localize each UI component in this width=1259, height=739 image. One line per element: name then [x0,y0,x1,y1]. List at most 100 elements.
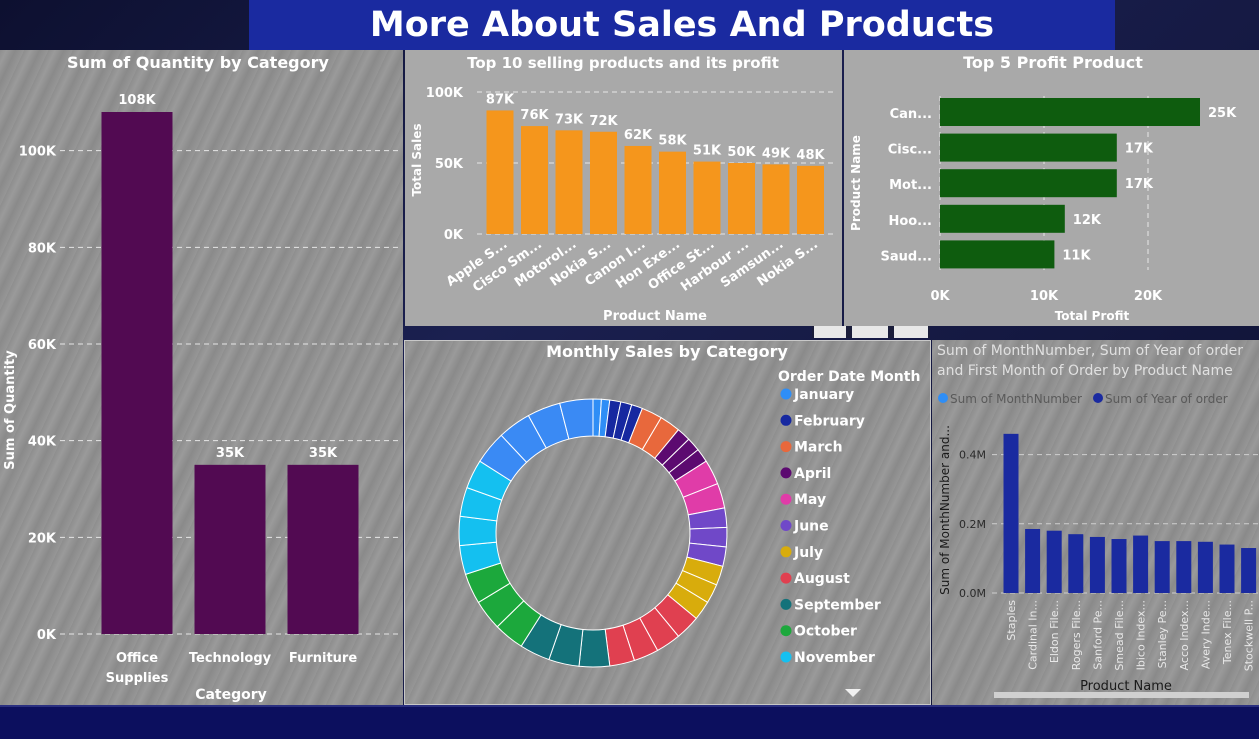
top5-profit-panel[interactable]: Top 5 Profit Product 25K 17K 17K 12K 11K Can… [844,50,1259,326]
legend-entry[interactable]: June [793,519,829,535]
x-tick-label: Supplies [106,671,169,686]
donut-segment[interactable] [559,398,594,440]
bar[interactable] [1154,541,1170,593]
bar[interactable] [940,204,1065,233]
y-axis-label: Total Sales [410,123,424,196]
data-label: 73K [555,112,584,127]
data-label: 87K [486,92,515,107]
legend-entry[interactable]: Sum of MonthNumber [950,392,1082,406]
bar[interactable] [1025,528,1041,593]
y-tick-label: 60K [28,338,57,353]
bar[interactable] [101,112,173,634]
monthnumber-panel[interactable]: Sum of MonthNumber, Sum of Year of order… [932,340,1259,705]
chart-title-line-1: Sum of MonthNumber, Sum of Year of order [937,343,1243,359]
legend-entry[interactable]: September [794,597,881,613]
bar[interactable] [1046,530,1062,593]
data-label: 108K [118,93,156,108]
top10-products-panel[interactable]: Top 10 selling products and its profit 0… [405,50,842,326]
scroll-down-icon[interactable] [845,689,861,697]
x-tick-label: Avery Inde... [1199,600,1212,669]
monthly-sales-panel[interactable]: Monthly Sales by Category Order Date Mon… [404,340,931,705]
bar[interactable] [940,240,1055,269]
y-tick-label: 0K [37,628,57,643]
x-tick-label: 0K [930,289,950,304]
bar[interactable] [940,169,1117,198]
bar[interactable] [728,163,755,234]
bar[interactable] [590,131,617,234]
monthly-sales-chart: Monthly Sales by Category Order Date Mon… [458,342,920,697]
y-axis-label: Product Name [849,135,863,231]
bar[interactable] [797,165,824,234]
focus-mode-icon[interactable] [852,326,888,338]
bar[interactable] [1197,541,1213,593]
x-axis-label: Category [195,687,267,703]
legend-marker [780,598,792,610]
legend-marker [780,388,792,400]
legend-entry[interactable]: November [794,650,875,666]
quantity-by-category-panel[interactable]: Sum of Quantity by Category 0K 20K 40K 60K 8… [0,50,403,705]
bar[interactable] [659,151,686,234]
legend-entry[interactable]: May [794,492,826,508]
x-tick-label: Furniture [289,651,357,666]
data-label: 11K [1062,248,1091,263]
bar[interactable] [1111,539,1127,593]
legend-entry[interactable]: August [794,571,850,587]
bar[interactable] [940,98,1200,126]
bar[interactable] [521,126,548,234]
top10-products-chart: Top 10 selling products and its profit 0… [410,54,835,324]
y-tick-label: 100K [426,86,464,101]
more-options-icon[interactable] [894,326,928,338]
legend-title: Order Date Month [778,369,920,385]
bar[interactable] [1003,433,1019,593]
legend-marker [780,572,792,584]
x-tick-label: Smead File... [1113,600,1126,671]
y-axis-label: Sum of Quantity [3,350,18,470]
filter-icon[interactable] [814,326,846,338]
legend-entry[interactable]: April [794,466,831,482]
x-axis-label: Total Profit [1055,309,1130,323]
legend-entry[interactable]: Sum of Year of order [1105,392,1228,406]
y-tick-label: Cisc... [888,143,932,158]
top5-profit-chart: Top 5 Profit Product 25K 17K 17K 12K 11K Can… [849,53,1237,323]
bar[interactable] [1176,541,1192,593]
bar[interactable] [287,464,359,634]
bar[interactable] [1133,535,1149,593]
legend-marker [780,546,792,558]
bar[interactable] [762,164,790,234]
chart-title: Top 10 selling products and its profit [467,54,779,72]
legend-marker [780,493,792,505]
bar[interactable] [1089,536,1105,593]
legend-entry[interactable]: July [793,545,823,561]
bar[interactable] [624,145,652,234]
data-label: 49K [762,146,791,161]
bar[interactable] [940,133,1117,162]
legend-entry[interactable]: February [794,413,865,429]
y-tick-label: 0.4M [959,449,986,462]
legend-entry[interactable]: October [794,624,857,640]
donut-segment[interactable] [578,628,611,668]
bar[interactable] [1219,544,1235,593]
x-tick-label: Technology [189,651,272,666]
bar[interactable] [194,464,266,634]
y-tick-label: 80K [28,241,57,256]
bar[interactable] [486,110,514,234]
y-tick-label: 40K [28,435,57,450]
bar[interactable] [693,161,721,234]
x-tick-label: Sanford Pe... [1091,600,1104,670]
legend-entry[interactable]: January [793,387,854,403]
legend-entry[interactable]: March [794,440,843,456]
y-tick-label: 0.0M [959,587,986,600]
data-label: 17K [1125,177,1154,192]
data-label: 50K [727,145,756,160]
data-label: 62K [624,128,653,143]
chart-title: Monthly Sales by Category [546,342,788,361]
bar[interactable] [555,130,583,234]
x-tick-label: 10K [1030,289,1059,304]
bar[interactable] [1241,548,1257,593]
y-tick-label: 50K [435,157,464,172]
y-tick-label: 0K [444,228,464,243]
bar[interactable] [1068,534,1084,593]
horizontal-scrollbar[interactable] [994,692,1249,698]
x-tick-label: Stanley Pe... [1156,600,1169,668]
data-label: 25K [1208,106,1237,121]
